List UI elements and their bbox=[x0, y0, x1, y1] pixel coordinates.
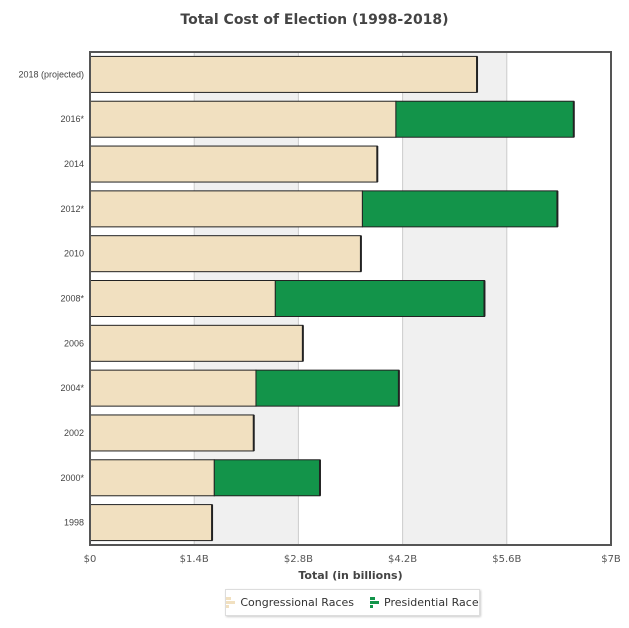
y-tick-label: 2004* bbox=[60, 383, 84, 393]
legend-label: Presidential Race bbox=[384, 596, 479, 609]
x-tick-label: $4.2B bbox=[388, 554, 417, 565]
y-tick-label: 2016* bbox=[60, 114, 84, 124]
x-tick-label: $0 bbox=[84, 554, 97, 565]
chart-title: Total Cost of Election (1998-2018) bbox=[180, 12, 449, 28]
y-tick-label: 2018 (projected) bbox=[18, 69, 84, 79]
bar-congressional bbox=[89, 190, 363, 228]
y-tick-label: 2002 bbox=[64, 428, 84, 438]
bar-congressional bbox=[89, 414, 255, 452]
y-tick-label: 2006 bbox=[64, 338, 84, 348]
bar-congressional bbox=[89, 235, 362, 273]
legend-label: Congressional Races bbox=[240, 596, 354, 609]
bar-presidential bbox=[361, 190, 558, 228]
bar-congressional bbox=[89, 324, 304, 362]
bar-presidential bbox=[255, 369, 400, 407]
legend-swatch-presidential-icon bbox=[370, 597, 379, 608]
bar-congressional bbox=[89, 145, 378, 183]
bar-congressional bbox=[89, 100, 397, 138]
x-tick-label: $2.8B bbox=[284, 554, 313, 565]
bar-congressional bbox=[89, 504, 213, 542]
bar-presidential bbox=[274, 280, 485, 317]
x-tick-label: $1.4B bbox=[180, 554, 209, 565]
bar-congressional bbox=[89, 369, 257, 407]
bar-congressional bbox=[89, 280, 276, 317]
bar-congressional bbox=[89, 55, 478, 93]
plot-border bbox=[89, 51, 612, 546]
x-tick-label: $5.6B bbox=[492, 554, 521, 565]
bar-presidential bbox=[395, 100, 575, 138]
x-tick-label: $7B bbox=[601, 554, 621, 565]
y-tick-label: 2012* bbox=[60, 204, 84, 214]
bar-presidential bbox=[213, 459, 321, 497]
legend: Congressional Races Presidential Race bbox=[225, 589, 480, 616]
x-axis-label: Total (in billions) bbox=[298, 569, 402, 582]
legend-item-presidential[interactable]: Presidential Race bbox=[370, 596, 479, 609]
y-tick-label: 2010 bbox=[64, 249, 84, 259]
legend-item-congressional[interactable]: Congressional Races bbox=[226, 596, 354, 609]
y-tick-label: 2000* bbox=[60, 473, 84, 483]
bar-congressional bbox=[89, 459, 215, 497]
y-tick-label: 2014 bbox=[64, 159, 84, 169]
legend-swatch-congressional-icon bbox=[226, 597, 236, 608]
y-tick-label: 1998 bbox=[64, 518, 84, 528]
y-tick-label: 2008* bbox=[60, 294, 84, 304]
